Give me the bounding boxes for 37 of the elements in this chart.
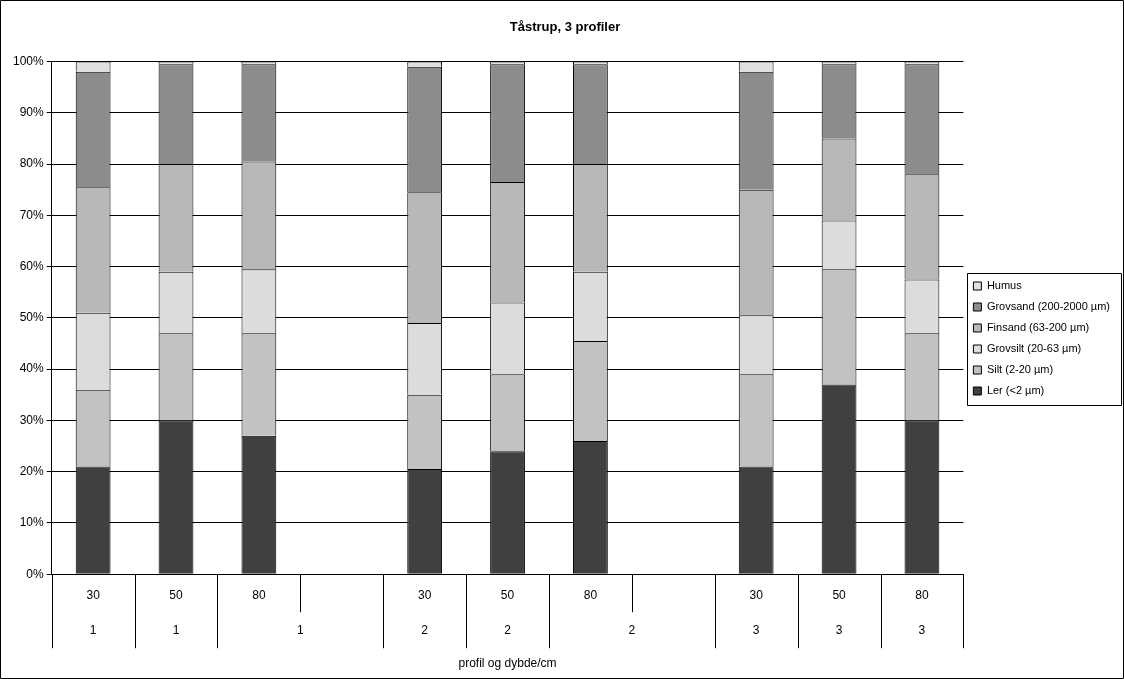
y-tick-label: 20% [19, 463, 45, 478]
y-tick-label: 70% [19, 207, 45, 222]
y-tick-label: 80% [19, 156, 45, 171]
legend-label: Grovsilt (20-63 µm) [986, 342, 1082, 355]
y-tick-label: 90% [19, 105, 45, 120]
legend-label: Finsand (63-200 µm) [986, 321, 1090, 334]
text: 1 [296, 622, 304, 637]
y-tick-label: 40% [19, 361, 45, 376]
y-tick-label: 50% [19, 310, 45, 325]
text: 2 [421, 622, 429, 637]
y-tick-label: 100% [12, 53, 45, 68]
text: 2 [504, 622, 512, 637]
text: 3 [752, 622, 760, 637]
text: 2 [628, 622, 636, 637]
x-axis-title: profil og dybde/cm [458, 656, 557, 671]
y-tick-label: 0% [26, 566, 45, 581]
x-tick-label: 30 [417, 587, 432, 602]
text: 3 [835, 622, 843, 637]
text: 1 [89, 622, 97, 637]
x-tick-label: 50 [832, 587, 847, 602]
x-tick-label: 80 [583, 587, 598, 602]
x-tick-label: 30 [86, 587, 101, 602]
y-tick-label: 30% [19, 412, 45, 427]
chart-title: Tåstrup, 3 profiler [509, 19, 621, 35]
text: 3 [918, 622, 926, 637]
x-tick-label: 80 [915, 587, 929, 602]
legend-label: Silt (2-20 µm) [986, 363, 1054, 376]
legend-label: Grovsand (200-2000 µm) [986, 300, 1111, 313]
x-tick-label: 30 [749, 587, 764, 602]
x-tick-label: 50 [169, 587, 184, 602]
legend-label: Humus [986, 279, 1023, 292]
x-tick-label: 50 [500, 587, 515, 602]
x-tick-label: 80 [252, 587, 266, 602]
y-tick-label: 60% [19, 258, 45, 273]
y-tick-label: 10% [19, 515, 45, 530]
legend-label: Ler (<2 µm) [986, 384, 1045, 397]
text: 1 [172, 622, 180, 637]
